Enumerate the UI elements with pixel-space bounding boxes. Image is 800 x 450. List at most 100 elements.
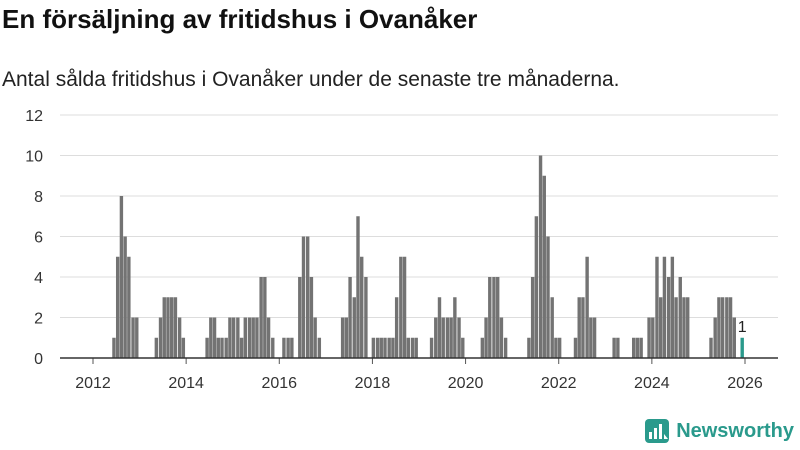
- bar: [228, 317, 232, 358]
- bar: [348, 277, 352, 358]
- brand-name: Newsworthy: [676, 419, 794, 442]
- bar: [119, 196, 124, 358]
- highlight-bar: [740, 337, 744, 358]
- bar: [488, 277, 492, 358]
- y-tick-label: 12: [25, 108, 43, 125]
- bar: [309, 277, 314, 358]
- bar: [371, 337, 376, 358]
- bar: [437, 297, 442, 358]
- bar: [631, 337, 636, 358]
- bar: [387, 337, 391, 358]
- bar: [429, 337, 434, 358]
- bar: [162, 297, 166, 358]
- bar: [115, 256, 120, 358]
- bar: [651, 317, 655, 358]
- bar: [484, 317, 488, 358]
- bar: [247, 317, 252, 358]
- bar: [554, 337, 558, 358]
- x-tick-label: 2012: [75, 375, 111, 392]
- bar: [449, 317, 453, 358]
- bar: [577, 297, 581, 358]
- bar: [725, 297, 729, 358]
- bar: [441, 317, 445, 358]
- bar: [313, 317, 317, 358]
- bar: [546, 236, 550, 358]
- bar: [305, 236, 310, 358]
- bar: [686, 297, 690, 358]
- y-tick-label: 4: [34, 270, 43, 287]
- bar: [402, 256, 407, 358]
- bar: [301, 236, 306, 358]
- bar: [266, 317, 271, 358]
- bar: [166, 297, 170, 358]
- bar: [414, 337, 418, 358]
- x-tick-label: 2026: [727, 375, 763, 392]
- bar: [224, 337, 228, 358]
- bar: [205, 337, 209, 358]
- brand-logo: Newsworthy: [644, 418, 794, 444]
- bar: [135, 317, 139, 358]
- bar: [616, 337, 620, 358]
- bar: [239, 337, 244, 358]
- bar: [592, 317, 597, 358]
- bar: [282, 337, 286, 358]
- bar: [496, 277, 500, 358]
- bar: [682, 297, 686, 358]
- newsworthy-logo-icon: [645, 419, 670, 443]
- bar: [216, 337, 220, 358]
- x-tick-label: 2014: [168, 375, 204, 392]
- bar: [585, 256, 589, 358]
- bar: [709, 337, 713, 358]
- bar: [674, 297, 678, 358]
- bar: [394, 297, 399, 358]
- x-tick-label: 2022: [541, 375, 577, 392]
- bar: [589, 317, 593, 358]
- bar: [399, 256, 403, 358]
- bar: [503, 337, 508, 358]
- bar: [379, 337, 383, 358]
- bar: [231, 317, 236, 358]
- bar: [457, 317, 461, 358]
- bar: [499, 317, 504, 358]
- bar: [251, 317, 255, 358]
- bar: [410, 337, 415, 358]
- bar: [728, 297, 733, 358]
- bar: [732, 317, 736, 358]
- bar: [259, 277, 263, 358]
- bar: [298, 277, 302, 358]
- bar: [534, 216, 539, 358]
- bar: [670, 256, 675, 358]
- bar: [655, 256, 659, 358]
- bar: [220, 337, 224, 358]
- y-tick-label: 10: [25, 149, 43, 166]
- chart-subtitle: Antal sålda fritidshus i Ovanåker under …: [2, 68, 620, 91]
- bar: [344, 317, 349, 358]
- bar: [263, 277, 267, 358]
- bar: [659, 297, 663, 358]
- bar: [209, 317, 213, 358]
- chart-title: En försäljning av fritidshus i Ovanåker: [2, 4, 478, 34]
- bar: [131, 317, 135, 358]
- bar: [662, 256, 667, 358]
- bar: [154, 337, 159, 358]
- bar: [666, 277, 671, 358]
- bar: [177, 317, 182, 358]
- bar: [360, 256, 364, 358]
- bar: [364, 277, 368, 358]
- bar: [181, 337, 186, 358]
- bar: [480, 337, 485, 358]
- bar: [713, 317, 717, 358]
- bar: [492, 277, 496, 358]
- bar: [453, 297, 457, 358]
- bar: [639, 337, 643, 358]
- data-label: 1: [738, 319, 747, 336]
- x-tick-label: 2024: [634, 375, 670, 392]
- x-tick-label: 2018: [355, 375, 391, 392]
- bar: [557, 337, 562, 358]
- bar: [286, 337, 290, 358]
- bar: [271, 337, 275, 358]
- y-tick-label: 2: [34, 311, 43, 328]
- bar: [317, 337, 322, 358]
- y-tick-label: 6: [34, 230, 43, 247]
